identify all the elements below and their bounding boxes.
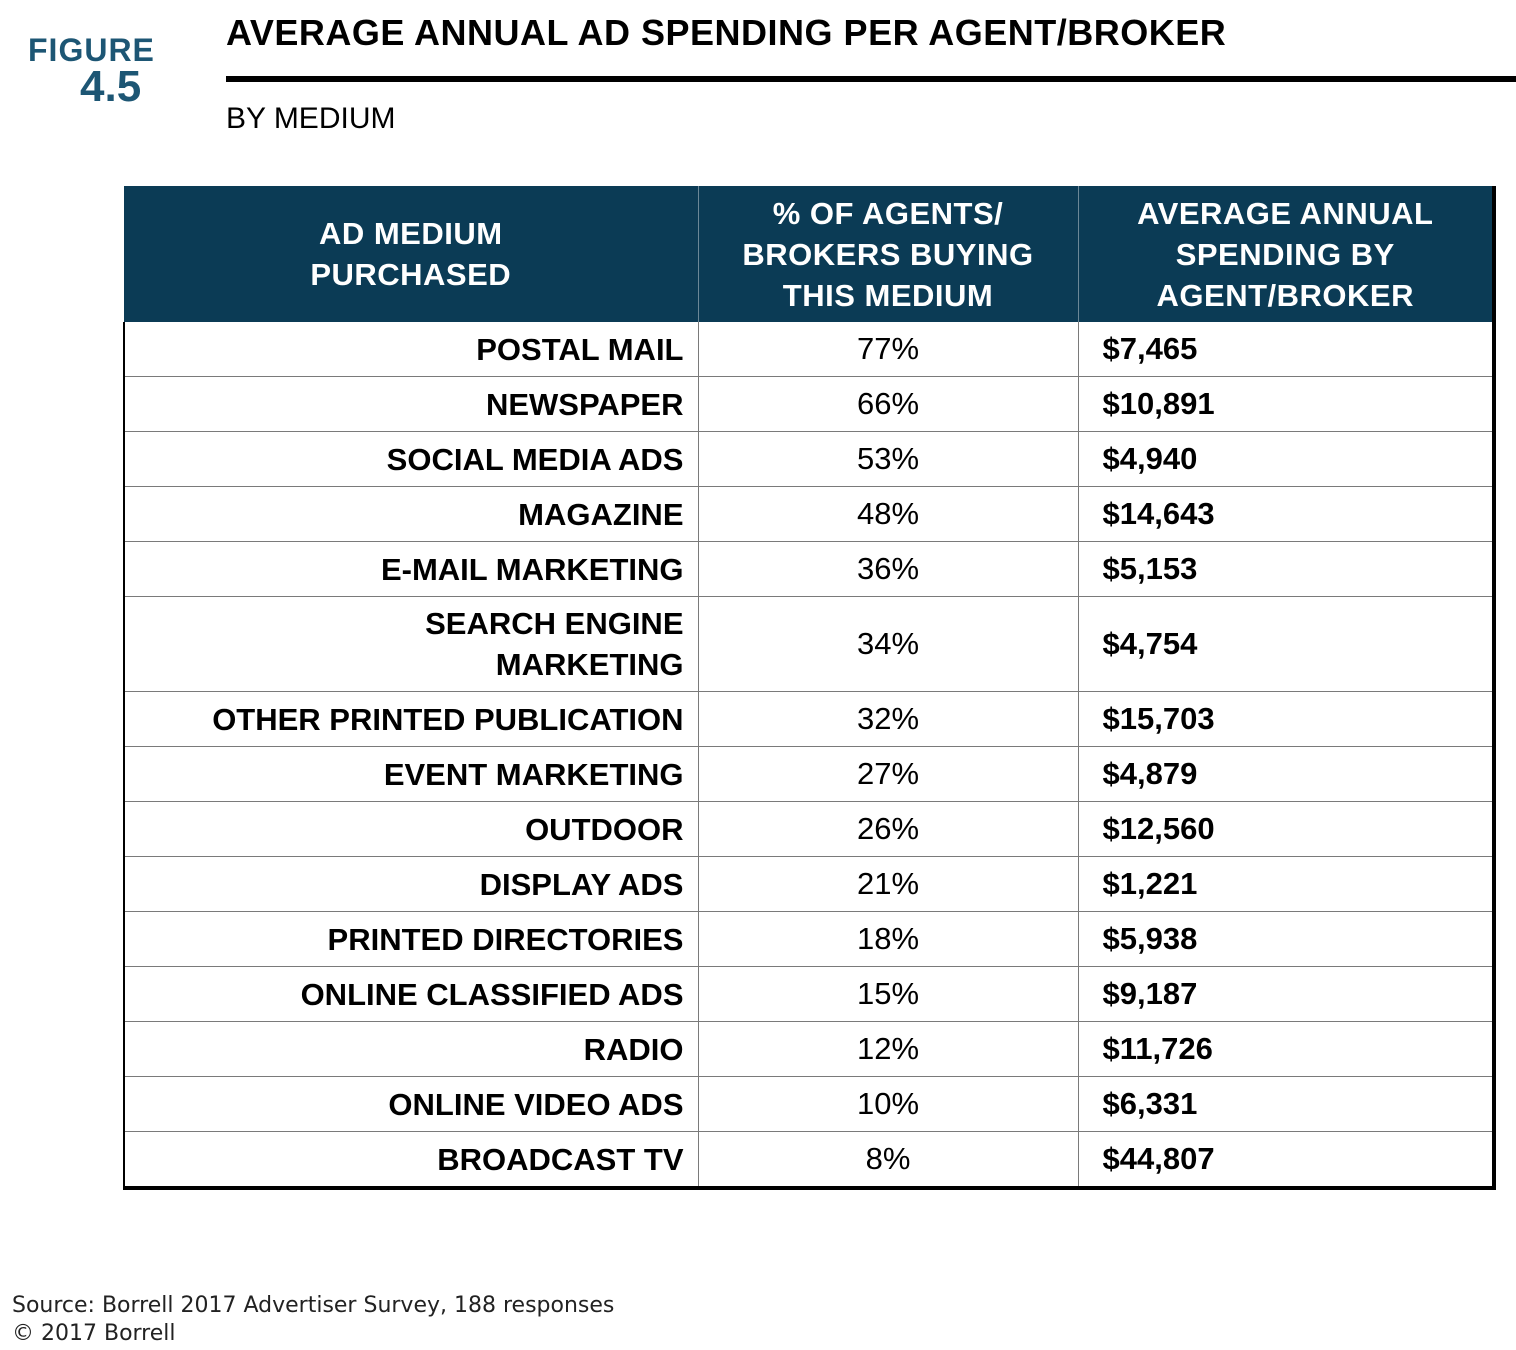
spending-cell: $9,187 xyxy=(1078,966,1495,1022)
spending-cell: $5,938 xyxy=(1078,911,1495,967)
figure-label: FIGURE xyxy=(28,32,155,68)
percent-cell: 32% xyxy=(698,691,1079,747)
percent-cell: 66% xyxy=(698,376,1079,432)
percent-cell: 53% xyxy=(698,431,1079,487)
medium-cell: OUTDOOR xyxy=(123,801,699,857)
spending-cell: $11,726 xyxy=(1078,1021,1495,1077)
spending-cell: $14,643 xyxy=(1078,486,1495,542)
spending-cell: $15,703 xyxy=(1078,691,1495,747)
table-row: EVENT MARKETING 27% $4,879 xyxy=(123,746,1495,802)
medium-cell: SOCIAL MEDIA ADS xyxy=(123,431,699,487)
column-header-spending-text: AVERAGE ANNUAL SPENDING BY AGENT/BROKER xyxy=(1137,195,1434,313)
chart-subtitle: BY MEDIUM xyxy=(226,102,396,135)
table-row: POSTAL MAIL 77% $7,465 xyxy=(123,322,1495,377)
table-row: ONLINE CLASSIFIED ADS 15% $9,187 xyxy=(123,966,1495,1022)
percent-cell: 77% xyxy=(698,322,1079,377)
percent-cell: 15% xyxy=(698,966,1079,1022)
table-row: E-MAIL MARKETING 36% $5,153 xyxy=(123,541,1495,597)
medium-cell: DISPLAY ADS xyxy=(123,856,699,912)
medium-cell: OTHER PRINTED PUBLICATION xyxy=(123,691,699,747)
ad-spending-table: AD MEDIUM PURCHASED % OF AGENTS/ BROKERS… xyxy=(123,186,1496,1190)
percent-cell: 12% xyxy=(698,1021,1079,1077)
spending-cell: $1,221 xyxy=(1078,856,1495,912)
copyright-line: © 2017 Borrell xyxy=(12,1321,176,1346)
column-header-percent: % OF AGENTS/ BROKERS BUYING THIS MEDIUM xyxy=(698,186,1079,322)
table-row: MAGAZINE 48% $14,643 xyxy=(123,486,1495,542)
percent-cell: 48% xyxy=(698,486,1079,542)
percent-cell: 8% xyxy=(698,1131,1079,1189)
column-header-percent-text: % OF AGENTS/ BROKERS BUYING THIS MEDIUM xyxy=(742,195,1034,313)
medium-cell: NEWSPAPER xyxy=(123,376,699,432)
medium-cell-text: SEARCH ENGINE MARKETING xyxy=(425,606,684,682)
table-row: DISPLAY ADS 21% $1,221 xyxy=(123,856,1495,912)
source-line: Source: Borrell 2017 Advertiser Survey, … xyxy=(12,1293,615,1318)
medium-cell: MAGAZINE xyxy=(123,486,699,542)
medium-cell: PRINTED DIRECTORIES xyxy=(123,911,699,967)
medium-cell: EVENT MARKETING xyxy=(123,746,699,802)
medium-cell: SEARCH ENGINE MARKETING xyxy=(123,596,699,692)
spending-cell: $5,153 xyxy=(1078,541,1495,597)
table-row: SOCIAL MEDIA ADS 53% $4,940 xyxy=(123,431,1495,487)
percent-cell: 21% xyxy=(698,856,1079,912)
table-row: NEWSPAPER 66% $10,891 xyxy=(123,376,1495,432)
column-header-medium-text: AD MEDIUM PURCHASED xyxy=(310,216,512,292)
medium-cell: E-MAIL MARKETING xyxy=(123,541,699,597)
medium-cell: RADIO xyxy=(123,1021,699,1077)
medium-cell: ONLINE VIDEO ADS xyxy=(123,1076,699,1132)
spending-cell: $10,891 xyxy=(1078,376,1495,432)
percent-cell: 27% xyxy=(698,746,1079,802)
medium-cell: ONLINE CLASSIFIED ADS xyxy=(123,966,699,1022)
table-row: SEARCH ENGINE MARKETING 34% $4,754 xyxy=(123,596,1495,692)
percent-cell: 36% xyxy=(698,541,1079,597)
spending-cell: $6,331 xyxy=(1078,1076,1495,1132)
spending-cell: $7,465 xyxy=(1078,322,1495,377)
figure-number: 4.5 xyxy=(80,62,142,111)
table-row: OTHER PRINTED PUBLICATION 32% $15,703 xyxy=(123,691,1495,747)
source-note: Source: Borrell 2017 Advertiser Survey, … xyxy=(12,1292,614,1348)
table-row: BROADCAST TV 8% $44,807 xyxy=(123,1131,1495,1189)
header-row: AD MEDIUM PURCHASED % OF AGENTS/ BROKERS… xyxy=(124,186,1494,322)
table-row: OUTDOOR 26% $12,560 xyxy=(123,801,1495,857)
percent-cell: 34% xyxy=(698,596,1079,692)
spending-cell: $4,879 xyxy=(1078,746,1495,802)
medium-cell: BROADCAST TV xyxy=(123,1131,699,1189)
medium-cell: POSTAL MAIL xyxy=(123,322,699,377)
spending-cell: $4,940 xyxy=(1078,431,1495,487)
table-row: PRINTED DIRECTORIES 18% $5,938 xyxy=(123,911,1495,967)
percent-cell: 10% xyxy=(698,1076,1079,1132)
column-header-medium: AD MEDIUM PURCHASED xyxy=(124,186,699,322)
column-header-spending: AVERAGE ANNUAL SPENDING BY AGENT/BROKER xyxy=(1078,186,1494,322)
table-body: POSTAL MAIL 77% $7,465 NEWSPAPER 66% $10,891 S… xyxy=(123,322,1495,1189)
spending-cell: $12,560 xyxy=(1078,801,1495,857)
percent-cell: 18% xyxy=(698,911,1079,967)
percent-cell: 26% xyxy=(698,801,1079,857)
chart-title: AVERAGE ANNUAL AD SPENDING PER AGENT/BRO… xyxy=(226,12,1227,53)
spending-cell: $4,754 xyxy=(1078,596,1495,692)
table-row: RADIO 12% $11,726 xyxy=(123,1021,1495,1077)
table-header: AD MEDIUM PURCHASED % OF AGENTS/ BROKERS… xyxy=(124,186,1494,322)
title-divider xyxy=(226,76,1516,82)
spending-cell: $44,807 xyxy=(1078,1131,1495,1189)
table-row: ONLINE VIDEO ADS 10% $6,331 xyxy=(123,1076,1495,1132)
